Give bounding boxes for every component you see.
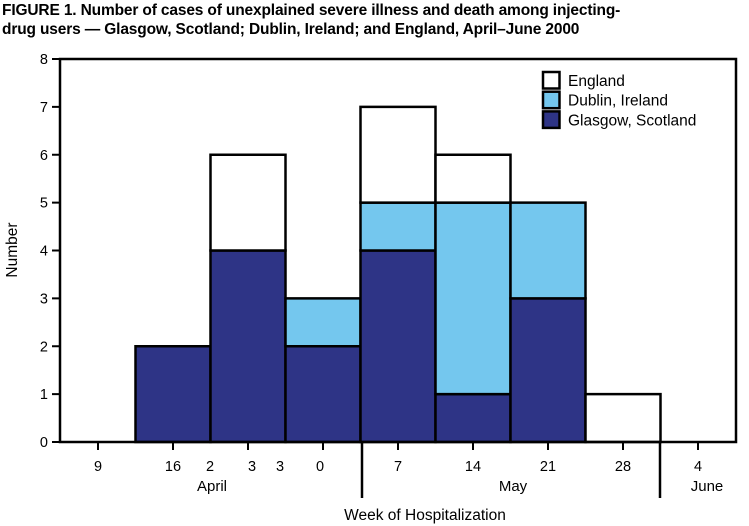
x-tick-label-2: 2 bbox=[206, 459, 214, 475]
legend-label-glasgow: Glasgow, Scotland bbox=[568, 112, 696, 129]
x-tick-label-0: 9 bbox=[94, 459, 102, 475]
y-tick-label-1: 1 bbox=[40, 387, 48, 403]
legend-swatch-glasgow bbox=[541, 110, 561, 130]
month-label-may: May bbox=[499, 478, 528, 495]
x-axis-title: Week of Hospitalization bbox=[344, 507, 506, 524]
bar-segment-glasgow-april-23 bbox=[209, 249, 287, 444]
x-tick-label-5: 0 bbox=[316, 459, 324, 475]
month-label-april: April bbox=[197, 478, 227, 495]
figure-title-line-2: drug users — Glasgow, Scotland; Dublin, … bbox=[2, 21, 580, 38]
figure-title: FIGURE 1. Number of cases of unexplained… bbox=[2, 1, 748, 39]
x-tick-label-1: 16 bbox=[165, 459, 181, 475]
x-tick-label-7: 14 bbox=[465, 459, 481, 475]
y-tick-label-3: 3 bbox=[40, 291, 48, 307]
legend-swatch-dublin bbox=[541, 90, 561, 110]
bar-segment-glasgow-may-14 bbox=[434, 392, 512, 444]
y-tick-label-5: 5 bbox=[40, 196, 48, 212]
y-tick-label-7: 7 bbox=[40, 100, 48, 116]
x-tick-label-6: 7 bbox=[394, 459, 402, 475]
bar-segment-dublin-may-14 bbox=[434, 201, 512, 396]
legend-swatch-england bbox=[541, 70, 561, 90]
bar-segment-glasgow-may-7 bbox=[359, 249, 437, 444]
legend-label-england: England bbox=[568, 73, 625, 90]
x-tick-label-3: 3 bbox=[248, 459, 256, 475]
x-tick-label-9: 28 bbox=[615, 459, 631, 475]
bar-segment-england-may-14 bbox=[434, 153, 512, 204]
bar-segment-england-april-23 bbox=[209, 153, 287, 252]
bar-segment-england-may-28 bbox=[584, 392, 662, 444]
bar-segment-glasgow-may-21 bbox=[509, 297, 587, 444]
bar-segment-glasgow-april-16 bbox=[134, 345, 212, 444]
y-axis-title: Number bbox=[4, 222, 21, 277]
bar-segment-glasgow-april-30 bbox=[284, 345, 362, 444]
month-label-june: June bbox=[691, 478, 724, 495]
y-tick-label-0: 0 bbox=[40, 435, 48, 451]
x-tick-label-10: 4 bbox=[694, 459, 702, 475]
bar-segment-england-may-7 bbox=[359, 105, 437, 204]
y-tick-label-6: 6 bbox=[40, 148, 48, 164]
y-tick-label-8: 8 bbox=[40, 52, 48, 68]
legend-label-dublin: Dublin, Ireland bbox=[568, 93, 668, 110]
y-tick-label-2: 2 bbox=[40, 339, 48, 355]
bar-segment-dublin-may-21 bbox=[509, 201, 587, 300]
x-tick-label-8: 21 bbox=[540, 459, 556, 475]
bar-segment-dublin-may-7 bbox=[359, 201, 437, 252]
y-tick-label-4: 4 bbox=[40, 244, 48, 260]
bar-segment-dublin-april-30 bbox=[284, 297, 362, 348]
x-tick-label-4: 3 bbox=[276, 459, 284, 475]
figure-title-line-1: FIGURE 1. Number of cases of unexplained… bbox=[2, 2, 621, 19]
